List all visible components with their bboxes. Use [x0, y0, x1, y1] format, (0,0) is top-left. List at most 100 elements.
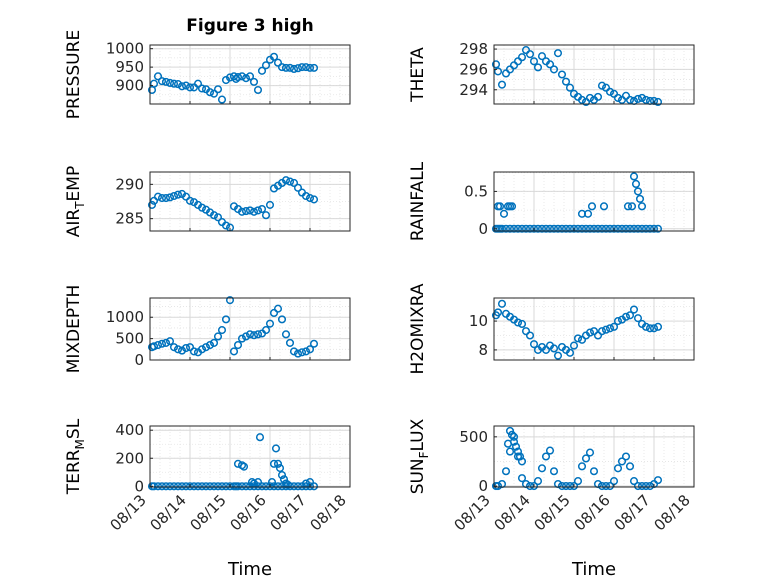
data-point [573, 224, 583, 233]
data-point [573, 477, 583, 486]
data-point [577, 95, 587, 104]
data-point [189, 482, 199, 491]
data-point [309, 195, 319, 204]
y-axis-label: SUNFLUX [408, 418, 431, 494]
data-point [257, 482, 267, 491]
x-tick-label: 08/17 [611, 491, 654, 534]
data-point [621, 452, 631, 461]
y-tick-label: 1000 [106, 40, 144, 58]
data-point [257, 66, 267, 75]
data-point [545, 60, 555, 69]
data-point [529, 340, 539, 349]
data-point [281, 63, 291, 72]
axes-box [149, 425, 351, 488]
data-point [635, 194, 645, 203]
data-point [549, 344, 559, 353]
data-point [541, 345, 551, 354]
data-point [529, 481, 539, 491]
data-point [545, 224, 555, 233]
data-point [193, 79, 203, 88]
axes-box [149, 171, 351, 232]
y-axis-label: PRESSURE [64, 30, 84, 119]
data-point [525, 224, 535, 233]
data-point [225, 296, 235, 305]
x-tick-label: 08/14 [147, 491, 190, 534]
data-point [605, 224, 615, 233]
data-point [593, 331, 603, 340]
x-tick-label: 08/13 [107, 491, 150, 534]
data-point [537, 52, 547, 61]
data-point [633, 187, 643, 196]
data-point [505, 447, 515, 456]
data-point [309, 482, 319, 491]
data-point [153, 482, 163, 491]
data-point [277, 471, 287, 480]
data-point [629, 305, 639, 314]
data-point [597, 327, 607, 336]
data-point [525, 331, 535, 340]
data-point [513, 57, 523, 66]
data-point [565, 481, 575, 491]
data-point [237, 207, 247, 216]
data-point [301, 347, 311, 356]
x-tick-label: 08/14 [491, 491, 534, 534]
data-point [625, 95, 635, 104]
data-point [565, 348, 575, 357]
data-point [513, 447, 523, 456]
data-point [165, 337, 175, 346]
data-point [177, 82, 187, 91]
data-point [213, 213, 223, 222]
data-point [649, 324, 659, 333]
y-tick-label: 900 [115, 77, 144, 95]
data-point [645, 224, 655, 233]
data-point [273, 459, 283, 468]
axes-box [493, 44, 695, 105]
data-point [261, 326, 271, 335]
data-point [161, 338, 171, 347]
data-point [281, 330, 291, 339]
data-point [629, 172, 639, 181]
data-point [589, 327, 599, 336]
data-point [221, 221, 231, 230]
data-point [257, 204, 267, 214]
data-point [149, 196, 159, 205]
data-point [279, 475, 289, 484]
data-point [501, 69, 511, 78]
x-tick-label: 08/18 [307, 491, 350, 534]
y-tick-label: 950 [115, 58, 144, 76]
data-point [641, 224, 651, 233]
data-point [613, 224, 623, 233]
data-point [285, 177, 295, 186]
data-point [297, 63, 307, 72]
data-point [653, 476, 663, 485]
x-tick-label: 08/16 [227, 491, 270, 534]
data-point [597, 481, 607, 491]
data-point [565, 224, 575, 233]
y-axis-label: THETA [408, 47, 428, 103]
data-point [157, 194, 167, 203]
x-axis-label-left: Time [227, 559, 272, 580]
data-point [265, 200, 275, 209]
data-point [521, 327, 531, 336]
data-point [529, 57, 539, 66]
data-point [497, 299, 507, 308]
data-point [269, 459, 279, 468]
data-point [637, 93, 647, 102]
data-point [241, 482, 251, 491]
y-axis-label: RAINFALL [408, 161, 428, 241]
data-point [161, 194, 171, 203]
data-point [609, 322, 619, 331]
data-point [173, 345, 183, 354]
data-point [637, 202, 647, 211]
data-point [601, 83, 611, 92]
data-point [301, 482, 311, 491]
y-axis-label: MIXDEPTH [64, 285, 84, 374]
data-point [193, 482, 203, 491]
data-point [277, 315, 287, 324]
data-point [209, 482, 219, 491]
data-point [617, 457, 627, 466]
data-point [273, 58, 283, 67]
data-point [525, 481, 535, 491]
data-point [493, 67, 503, 76]
